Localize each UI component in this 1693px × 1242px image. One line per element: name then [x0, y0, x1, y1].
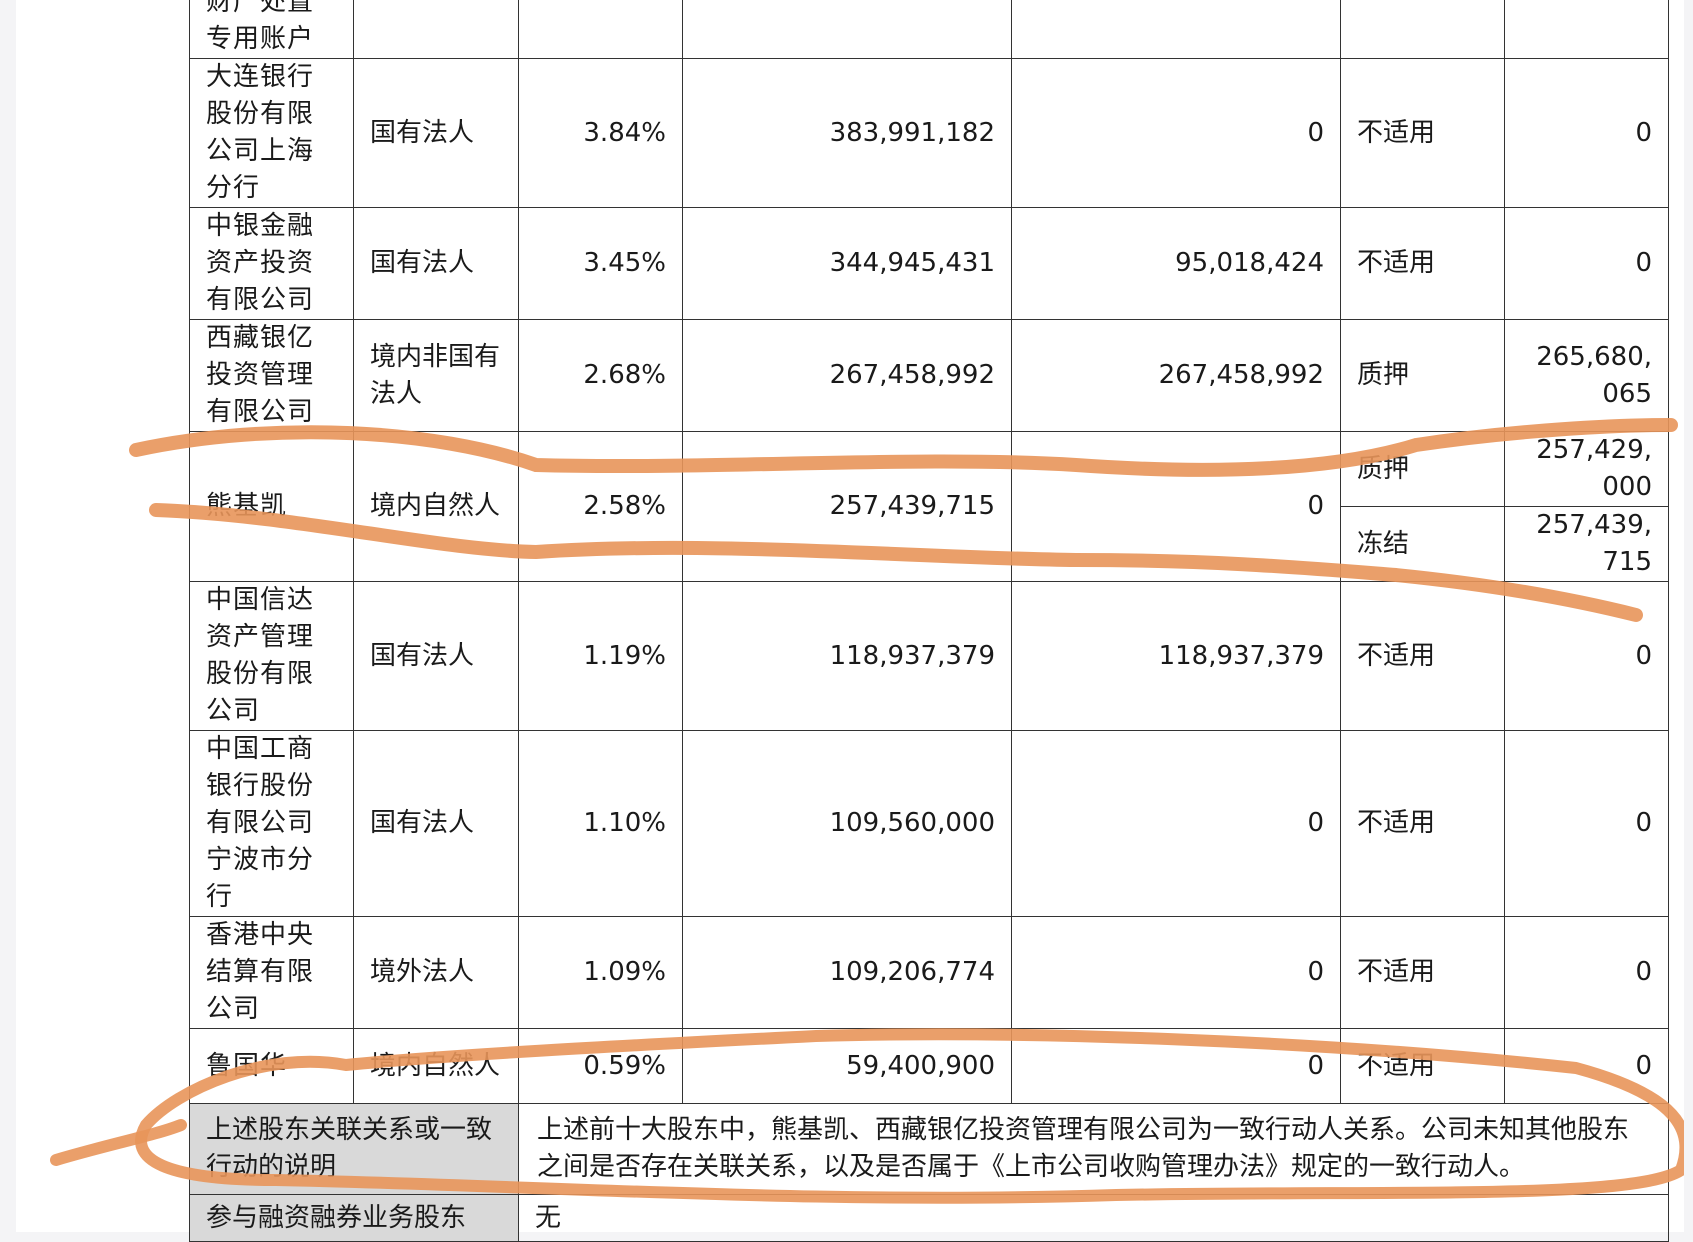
holding-percent: 1.09% — [518, 916, 683, 1029]
table-row: 熊基凯 境内自然人 2.58% 257,439,715 0 质押 257,429… — [189, 431, 1669, 582]
document-page: 财产处置专用账户 大连银行股份有限公司上海分行 国有法人 3.84% 383,9… — [16, 0, 1684, 1242]
shares-held: 118,937,379 — [682, 581, 1012, 731]
shareholder-name: 鲁国华 — [189, 1028, 354, 1104]
table-row: 鲁国华 境内自然人 0.59% 59,400,900 0 不适用 0 — [189, 1028, 1669, 1104]
shareholder-name: 大连银行股份有限公司上海分行 — [189, 58, 354, 208]
holding-percent: 3.84% — [518, 58, 683, 208]
pledged-amount: 0 — [1504, 207, 1669, 320]
shareholder-name: 中国信达资产管理股份有限公司 — [189, 581, 354, 731]
margin-trading-value: 无 — [518, 1194, 1669, 1242]
shareholder-type: 境内自然人 — [353, 1028, 519, 1104]
table-row: 中国信达资产管理股份有限公司 国有法人 1.19% 118,937,379 11… — [189, 581, 1669, 731]
margin-trading-label: 参与融资融券业务股东 — [189, 1194, 519, 1242]
shareholder-name: 熊基凯 — [189, 431, 354, 582]
share-status: 不适用 — [1340, 916, 1505, 1029]
annotation-tail — [50, 1119, 187, 1166]
shareholder-name: 中国工商银行股份有限公司宁波市分行 — [189, 730, 354, 917]
pledged-amount — [1504, 0, 1669, 59]
shareholder-type: 境内非国有法人 — [353, 319, 519, 432]
frozen-amount: 257,439,715 — [1504, 506, 1669, 582]
holding-percent: 3.45% — [518, 207, 683, 320]
restricted-shares: 267,458,992 — [1011, 319, 1341, 432]
shares-held: 383,991,182 — [682, 58, 1012, 208]
shareholder-name: 西藏银亿投资管理有限公司 — [189, 319, 354, 432]
holding-percent: 1.19% — [518, 581, 683, 731]
shares-held — [682, 0, 1012, 59]
share-status: 不适用 — [1340, 58, 1505, 208]
shares-held: 109,206,774 — [682, 916, 1012, 1029]
shareholder-type: 国有法人 — [353, 58, 519, 208]
share-status — [1340, 0, 1505, 59]
shareholder-type: 境内自然人 — [353, 431, 519, 582]
table-row: 大连银行股份有限公司上海分行 国有法人 3.84% 383,991,182 0 … — [189, 58, 1669, 208]
restricted-shares: 118,937,379 — [1011, 581, 1341, 731]
relation-label: 上述股东关联关系或一致行动的说明 — [189, 1103, 519, 1195]
shareholder-name: 中银金融资产投资有限公司 — [189, 207, 354, 320]
share-status: 不适用 — [1340, 730, 1505, 917]
holding-percent: 0.59% — [518, 1028, 683, 1104]
restricted-shares: 95,018,424 — [1011, 207, 1341, 320]
share-status: 质押 — [1340, 319, 1505, 432]
shareholder-type: 境外法人 — [353, 916, 519, 1029]
restricted-shares: 0 — [1011, 916, 1341, 1029]
restricted-shares: 0 — [1011, 58, 1341, 208]
holding-percent — [518, 0, 683, 59]
shareholder-type: 国有法人 — [353, 730, 519, 917]
pledged-amount: 0 — [1504, 581, 1669, 731]
shares-held: 267,458,992 — [682, 319, 1012, 432]
holding-percent: 1.10% — [518, 730, 683, 917]
pledged-amount: 0 — [1504, 916, 1669, 1029]
share-status: 不适用 — [1340, 581, 1505, 731]
shares-held: 257,439,715 — [682, 431, 1012, 582]
shareholder-type — [353, 0, 519, 59]
table-row: 西藏银亿投资管理有限公司 境内非国有法人 2.68% 267,458,992 2… — [189, 319, 1669, 432]
shares-held: 59,400,900 — [682, 1028, 1012, 1104]
holding-percent: 2.68% — [518, 319, 683, 432]
holding-percent: 2.58% — [518, 431, 683, 582]
relation-row: 上述股东关联关系或一致行动的说明 上述前十大股东中，熊基凯、西藏银亿投资管理有限… — [189, 1103, 1669, 1195]
shares-held: 109,560,000 — [682, 730, 1012, 917]
pledged-amount: 0 — [1504, 58, 1669, 208]
shareholder-name: 香港中央结算有限公司 — [189, 916, 354, 1029]
table-row: 财产处置专用账户 — [189, 0, 1669, 59]
pledged-amount: 0 — [1504, 1028, 1669, 1104]
margin-trading-row: 参与融资融券业务股东 无 — [189, 1194, 1669, 1242]
relation-text: 上述前十大股东中，熊基凯、西藏银亿投资管理有限公司为一致行动人关系。公司未知其他… — [518, 1103, 1669, 1195]
table-row: 中国工商银行股份有限公司宁波市分行 国有法人 1.10% 109,560,000… — [189, 730, 1669, 917]
shareholder-table: 财产处置专用账户 大连银行股份有限公司上海分行 国有法人 3.84% 383,9… — [189, 0, 1669, 1242]
shares-held: 344,945,431 — [682, 207, 1012, 320]
pledged-amount: 0 — [1504, 730, 1669, 917]
share-status: 不适用 — [1340, 207, 1505, 320]
shareholder-name: 财产处置专用账户 — [189, 0, 354, 59]
restricted-shares: 0 — [1011, 730, 1341, 917]
shareholder-type: 国有法人 — [353, 581, 519, 731]
share-status: 不适用 — [1340, 1028, 1505, 1104]
restricted-shares: 0 — [1011, 431, 1341, 582]
shareholder-type: 国有法人 — [353, 207, 519, 320]
pledged-amount: 265,680,065 — [1504, 319, 1669, 432]
restricted-shares: 0 — [1011, 1028, 1341, 1104]
table-row: 中银金融资产投资有限公司 国有法人 3.45% 344,945,431 95,0… — [189, 207, 1669, 320]
share-status: 质押 — [1340, 431, 1505, 507]
table-row: 香港中央结算有限公司 境外法人 1.09% 109,206,774 0 不适用 … — [189, 916, 1669, 1029]
restricted-shares — [1011, 0, 1341, 59]
pledged-amount: 257,429,000 — [1504, 431, 1669, 507]
share-status: 冻结 — [1340, 506, 1505, 582]
